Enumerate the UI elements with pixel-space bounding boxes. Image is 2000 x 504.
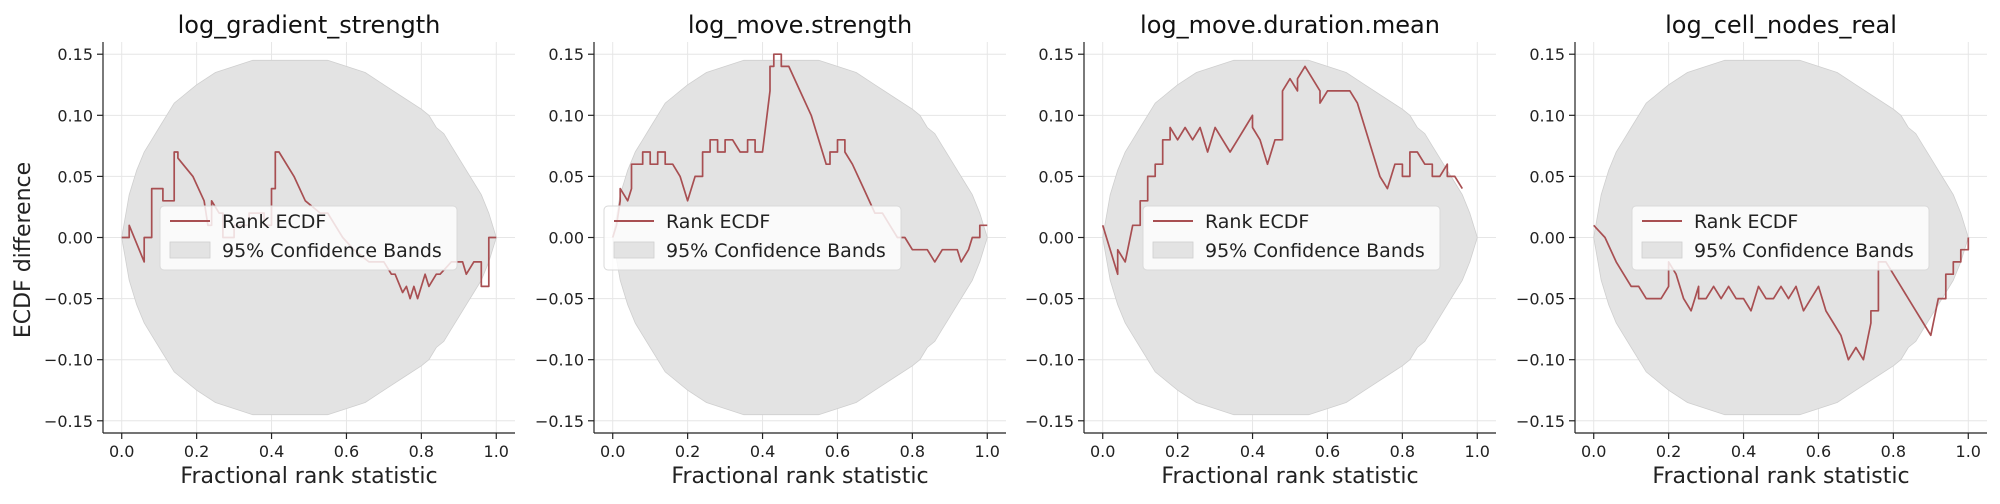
y-tick-label: 0.15 <box>57 45 93 64</box>
x-tick-label: 0.0 <box>600 442 625 461</box>
y-tick-label: 0.15 <box>548 45 584 64</box>
rank-ecdf-line <box>1593 224 1970 361</box>
legend-frame <box>1631 205 1930 271</box>
x-axis-label: Fractional rank statistic <box>1161 464 1418 489</box>
legend-label-rank-ecdf: Rank ECDF <box>1205 211 1309 233</box>
y-tick-label: 0.15 <box>1038 45 1074 64</box>
y-tick-label: 0.00 <box>1529 229 1565 248</box>
y-tick-label: −0.10 <box>535 351 584 370</box>
legend-frame <box>603 205 902 271</box>
y-tick-label: −0.15 <box>1025 412 1074 431</box>
x-tick-label: 0.6 <box>825 442 850 461</box>
x-tick-label: 0.4 <box>1240 442 1265 461</box>
x-tick-label: 0.2 <box>1165 442 1190 461</box>
y-tick-label: −0.05 <box>44 290 93 309</box>
x-axis-label: Fractional rank statistic <box>1652 464 1909 489</box>
shared-y-axis-label: ECDF difference <box>11 162 36 338</box>
chart-title: log_move.strength <box>688 11 912 39</box>
x-tick-label: 0.2 <box>675 442 700 461</box>
y-tick-label: −0.05 <box>535 290 584 309</box>
x-tick-label: 0.8 <box>1881 442 1906 461</box>
y-tick-label: 0.05 <box>548 167 584 186</box>
legend-label-rank-ecdf: Rank ECDF <box>222 211 326 233</box>
x-axis-label: Fractional rank statistic <box>671 464 928 489</box>
legend-label-confidence-bands: 95% Confidence Bands <box>1694 240 1914 262</box>
y-tick-label: 0.05 <box>1529 167 1565 186</box>
y-tick-label: 0.10 <box>57 106 93 125</box>
chart-panel-1: 0.0 0.2 0.4 0.6 0.8 1.0 −0.15 −0.10 −0.05 0.00 0.0… <box>44 11 515 489</box>
y-tick-label: 0.00 <box>548 229 584 248</box>
x-axis-label: Fractional rank statistic <box>180 464 437 489</box>
y-tick-label: −0.10 <box>44 351 93 370</box>
y-tick-label: −0.15 <box>1516 412 1565 431</box>
y-tick-label: −0.10 <box>1516 351 1565 370</box>
chart-title: log_cell_nodes_real <box>1665 11 1897 39</box>
y-tick-label: 0.05 <box>1038 167 1074 186</box>
y-tick-label: 0.00 <box>57 229 93 248</box>
y-tick-label: 0.05 <box>57 167 93 186</box>
y-tick-label: 0.00 <box>1038 229 1074 248</box>
x-tick-label: 0.4 <box>1731 442 1756 461</box>
x-tick-label: 0.8 <box>1390 442 1415 461</box>
legend-label-rank-ecdf: Rank ECDF <box>666 211 770 233</box>
chart-title: log_gradient_strength <box>178 11 441 39</box>
x-tick-label: 1.0 <box>484 442 509 461</box>
legend-band-swatch <box>1641 241 1683 259</box>
y-tick-label: 0.15 <box>1529 45 1565 64</box>
chart-title: log_move.duration.mean <box>1140 11 1440 39</box>
y-tick-label: 0.10 <box>1038 106 1074 125</box>
legend: Rank ECDF 95% Confidence Bands <box>603 205 902 271</box>
legend-band-swatch <box>613 241 655 259</box>
rank-ecdf-line <box>1101 65 1464 276</box>
chart-panel-4: 0.0 0.2 0.4 0.6 0.8 1.0 −0.15 −0.10 −0.05 0.00 0.0… <box>1516 11 1987 489</box>
x-tick-label: 0.2 <box>184 442 209 461</box>
x-tick-label: 0.8 <box>409 442 434 461</box>
x-tick-label: 1.0 <box>1465 442 1490 461</box>
x-tick-label: 1.0 <box>975 442 1000 461</box>
legend: Rank ECDF 95% Confidence Bands <box>1142 205 1441 271</box>
x-tick-label: 1.0 <box>1956 442 1981 461</box>
x-tick-label: 0.6 <box>1806 442 1831 461</box>
legend-label-confidence-bands: 95% Confidence Bands <box>666 240 886 262</box>
y-tick-label: −0.10 <box>1025 351 1074 370</box>
rank-ecdf-line <box>121 151 497 300</box>
x-tick-label: 0.0 <box>109 442 134 461</box>
legend: Rank ECDF 95% Confidence Bands <box>1631 205 1930 271</box>
legend-band-swatch <box>169 241 211 259</box>
x-tick-label: 0.4 <box>750 442 775 461</box>
chart-panel-2: 0.0 0.2 0.4 0.6 0.8 1.0 −0.15 −0.10 −0.05 0.00 0.0… <box>535 11 1006 489</box>
y-tick-label: −0.15 <box>44 412 93 431</box>
y-tick-label: 0.10 <box>548 106 584 125</box>
legend: Rank ECDF 95% Confidence Bands <box>159 205 458 271</box>
legend-label-rank-ecdf: Rank ECDF <box>1694 211 1798 233</box>
x-tick-label: 0.4 <box>259 442 284 461</box>
legend-label-confidence-bands: 95% Confidence Bands <box>1205 240 1425 262</box>
y-tick-label: −0.05 <box>1516 290 1565 309</box>
chart-panel-3: 0.0 0.2 0.4 0.6 0.8 1.0 −0.15 −0.10 −0.05 0.00 0.0… <box>1025 11 1496 489</box>
rank-ecdf-line <box>611 53 988 263</box>
x-tick-label: 0.8 <box>900 442 925 461</box>
y-tick-label: 0.10 <box>1529 106 1565 125</box>
y-tick-label: −0.05 <box>1025 290 1074 309</box>
y-tick-label: −0.15 <box>535 412 584 431</box>
x-tick-label: 0.0 <box>1581 442 1606 461</box>
x-tick-label: 0.6 <box>1315 442 1340 461</box>
legend-frame <box>159 205 458 271</box>
legend-label-confidence-bands: 95% Confidence Bands <box>222 240 442 262</box>
x-tick-label: 0.0 <box>1090 442 1115 461</box>
legend-band-swatch <box>1152 241 1194 259</box>
x-tick-label: 0.6 <box>334 442 359 461</box>
legend-frame <box>1142 205 1441 271</box>
x-tick-label: 0.2 <box>1656 442 1681 461</box>
